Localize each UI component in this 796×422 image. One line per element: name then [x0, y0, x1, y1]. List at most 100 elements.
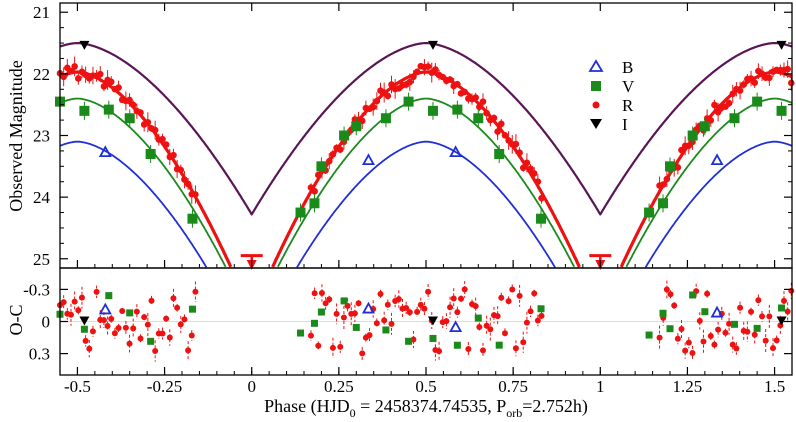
legend-marker-v — [591, 81, 601, 91]
res-r-point-37 — [192, 288, 199, 295]
res-r-point-58 — [381, 317, 388, 324]
b-point-3 — [710, 153, 724, 166]
r-point-55 — [369, 103, 377, 111]
res-i-point-0 — [79, 316, 90, 326]
res-r-point-69 — [421, 305, 428, 312]
res-r-point-130 — [759, 313, 766, 320]
res-r-point-95 — [516, 292, 523, 299]
res-r-point-89 — [494, 313, 501, 320]
legend-label-b: B — [622, 58, 633, 77]
res-r-point-104 — [663, 286, 670, 293]
res-r-point-45 — [333, 310, 340, 317]
res-r-point-30 — [166, 334, 173, 341]
r-point-1 — [60, 73, 67, 81]
res-r-point-6 — [78, 294, 85, 301]
x-axis-label: Phase (HJD0 = 2458374.74535, Porb=2.752h… — [264, 396, 588, 420]
res-r-point-81 — [465, 346, 472, 353]
res-r-point-10 — [93, 288, 100, 295]
r-point-96 — [519, 164, 527, 172]
res-r-point-128 — [751, 331, 758, 338]
b-point-0 — [98, 145, 112, 158]
res-r-point-15 — [111, 330, 118, 337]
res-r-point-56 — [373, 320, 380, 327]
res-r-point-105 — [667, 291, 674, 298]
r-point-35 — [184, 180, 192, 188]
res-v-point-25 — [778, 304, 786, 312]
res-r-point-126 — [744, 328, 751, 335]
res-v-point-22 — [701, 308, 709, 316]
res-v-point-21 — [689, 291, 697, 299]
res-r-point-124 — [737, 304, 744, 311]
res-y-tick-label-2: 0.3 — [29, 345, 50, 364]
r-point-91 — [501, 131, 509, 139]
res-v-point-24 — [753, 324, 761, 332]
res-r-point-20 — [130, 325, 137, 332]
res-r-point-33 — [177, 321, 184, 328]
res-r-point-101 — [538, 312, 545, 319]
res-r-point-111 — [689, 349, 696, 356]
residual-y-axis-label: O-C — [6, 305, 26, 336]
res-r-point-122 — [729, 341, 736, 348]
x-tick-label-7: 1.25 — [673, 377, 703, 396]
res-r-point-107 — [674, 335, 681, 342]
r-point-66 — [410, 73, 417, 81]
r-point-108 — [678, 146, 685, 154]
v-point-11 — [380, 113, 391, 124]
r-point-26 — [151, 126, 159, 134]
res-r-point-65 — [406, 309, 413, 316]
x-tick-label-3: 0.25 — [324, 377, 354, 396]
x-tick-label-6: 1 — [596, 377, 605, 396]
residual-points — [56, 280, 795, 362]
res-r-point-36 — [188, 332, 195, 339]
res-r-point-97 — [523, 319, 530, 326]
res-r-point-17 — [119, 307, 126, 314]
r-point-5 — [75, 75, 82, 82]
res-r-point-52 — [359, 350, 366, 357]
r-point-86 — [483, 109, 490, 117]
v-point-1 — [79, 105, 90, 116]
v-point-5 — [187, 213, 198, 224]
legend-marker-i — [590, 119, 602, 129]
res-i-point-2 — [776, 316, 787, 326]
v-point-3 — [124, 113, 135, 124]
r-point-37 — [192, 191, 199, 198]
res-r-point-9 — [89, 328, 96, 335]
y-tick-label-2: 23 — [33, 127, 50, 146]
x-tick-label-0: -0.5 — [64, 377, 91, 396]
res-b-point-1 — [361, 301, 376, 314]
res-r-point-99 — [531, 290, 538, 297]
res-v-point-17 — [537, 305, 545, 313]
res-r-point-123 — [733, 345, 740, 352]
y-tick-label-1: 22 — [33, 65, 50, 84]
res-r-point-136 — [780, 297, 787, 304]
v-point-25 — [776, 105, 787, 116]
res-r-point-129 — [755, 297, 762, 304]
r-point-89 — [494, 128, 501, 135]
r-point-3 — [67, 67, 75, 75]
res-r-point-46 — [337, 343, 344, 350]
x-tick-label-8: 1.5 — [764, 377, 785, 396]
res-r-point-64 — [403, 305, 410, 312]
r-point-138 — [788, 79, 795, 87]
res-r-point-16 — [115, 324, 122, 331]
v-point-24 — [752, 96, 763, 107]
res-r-point-4 — [71, 298, 78, 305]
r-point-59 — [384, 92, 392, 100]
i-point-1 — [427, 40, 438, 50]
v-point-21 — [687, 130, 698, 141]
v-point-16 — [494, 148, 505, 159]
res-r-point-84 — [476, 323, 483, 330]
v-point-6 — [295, 207, 306, 218]
v-point-19 — [658, 198, 669, 209]
res-v-point-6 — [297, 329, 305, 337]
res-r-point-26 — [152, 348, 159, 355]
v-point-15 — [473, 113, 484, 124]
res-v-point-7 — [310, 319, 318, 327]
res-r-point-14 — [108, 315, 115, 322]
r-point-56 — [373, 97, 381, 105]
res-r-point-100 — [534, 317, 541, 324]
res-r-point-133 — [770, 345, 777, 352]
r-point-125 — [740, 81, 748, 88]
v-point-10 — [351, 121, 362, 132]
